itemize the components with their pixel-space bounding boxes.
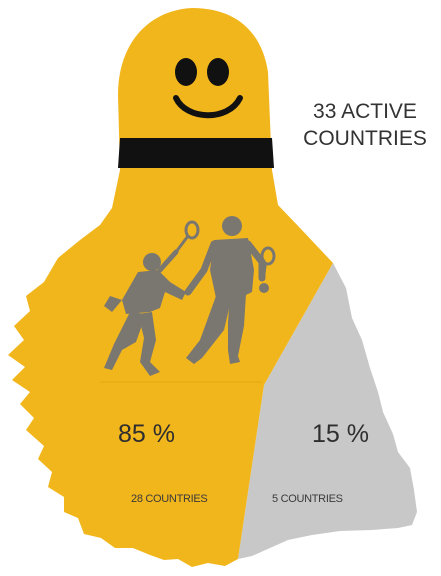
slice-inactive-countries: [238, 263, 417, 559]
slice-count-active: 28 COUNTRIES: [131, 493, 208, 505]
total-label-line1: 33 ACTIVE: [313, 100, 417, 123]
slice-count-inactive: 5 COUNTRIES: [272, 493, 343, 505]
left-eye: [175, 58, 197, 86]
total-label-line2: COUNTRIES: [303, 127, 427, 150]
badminton-players-icon: [104, 216, 276, 376]
total-active-countries-label: 33 ACTIVE COUNTRIES: [290, 98, 440, 152]
slice-label-inactive-percent: 15 %: [312, 420, 369, 448]
slice-label-active-percent: 85 %: [118, 420, 175, 448]
neck-band: [118, 138, 274, 168]
smile-mouth: [173, 95, 243, 119]
right-eye: [207, 58, 229, 86]
